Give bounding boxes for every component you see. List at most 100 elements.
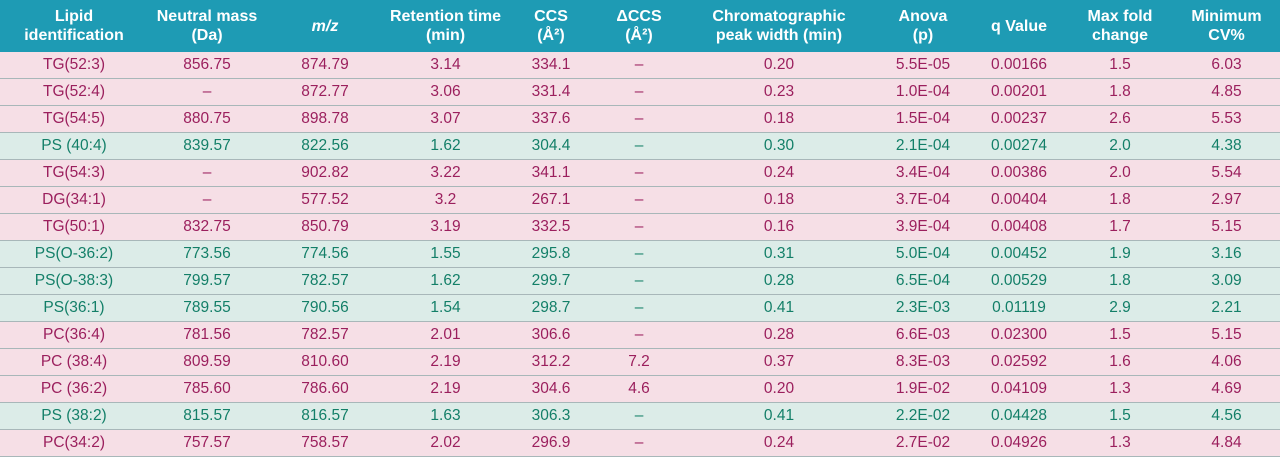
fold-change-cell: 2.0 xyxy=(1067,159,1173,187)
ccs-cell: 304.4 xyxy=(507,132,595,160)
retention-time-cell: 3.22 xyxy=(384,159,507,187)
lipid-cell: TG(52:3) xyxy=(0,52,148,79)
anova-cell: 2.2E-02 xyxy=(875,402,971,430)
q-value-cell: 0.00529 xyxy=(971,267,1067,295)
fold-change-cell: 1.6 xyxy=(1067,348,1173,376)
lipid-cell: PS (38:2) xyxy=(0,402,148,430)
header-max-fold-change: Max fold change xyxy=(1067,0,1173,52)
peak-width-cell: 0.24 xyxy=(683,159,875,187)
table-row: PC(34:2) 757.57 758.57 2.02 296.9–0.24 2.7E-0… xyxy=(0,429,1280,457)
ccs-cell: 298.7 xyxy=(507,294,595,322)
lipid-cell: PC (38:4) xyxy=(0,348,148,376)
table-row: PS(36:1) 789.55 790.56 1.54 298.7–0.41 2.3E-0… xyxy=(0,294,1280,322)
peak-width-cell: 0.30 xyxy=(683,132,875,160)
delta-ccs-cell: – xyxy=(595,159,683,187)
cv-cell: 2.21 xyxy=(1173,294,1280,322)
ccs-cell: 306.6 xyxy=(507,321,595,349)
header-lipid-identification: Lipid identification xyxy=(0,0,148,52)
ccs-cell: 304.6 xyxy=(507,375,595,403)
fold-change-cell: 1.3 xyxy=(1067,375,1173,403)
delta-ccs-cell: 7.2 xyxy=(595,348,683,376)
neutral-mass-cell: 880.75 xyxy=(148,105,266,133)
ccs-cell: 267.1 xyxy=(507,186,595,214)
neutral-mass-cell: 809.59 xyxy=(148,348,266,376)
header-mz: m/z xyxy=(266,0,384,52)
neutral-mass-cell: 781.56 xyxy=(148,321,266,349)
retention-time-cell: 2.02 xyxy=(384,429,507,457)
peak-width-cell: 0.28 xyxy=(683,267,875,295)
retention-time-cell: 3.2 xyxy=(384,186,507,214)
peak-width-cell: 0.37 xyxy=(683,348,875,376)
peak-width-cell: 0.20 xyxy=(683,52,875,79)
mz-cell: 874.79 xyxy=(266,52,384,79)
retention-time-cell: 1.54 xyxy=(384,294,507,322)
cv-cell: 4.84 xyxy=(1173,429,1280,457)
table-row: TG(52:3) 856.75 874.79 3.14 334.1–0.20 5.5E-0… xyxy=(0,52,1280,79)
neutral-mass-cell: 785.60 xyxy=(148,375,266,403)
retention-time-cell: 3.07 xyxy=(384,105,507,133)
retention-time-cell: 2.19 xyxy=(384,348,507,376)
lipid-cell: TG(52:4) xyxy=(0,78,148,106)
table-row: TG(54:3) –902.82 3.22 341.1–0.24 3.4E-04 0.00… xyxy=(0,159,1280,187)
retention-time-cell: 1.63 xyxy=(384,402,507,430)
neutral-mass-cell: 839.57 xyxy=(148,132,266,160)
lipid-cell: PS(O-36:2) xyxy=(0,240,148,268)
anova-cell: 2.7E-02 xyxy=(875,429,971,457)
retention-time-cell: 3.06 xyxy=(384,78,507,106)
delta-ccs-cell: – xyxy=(595,186,683,214)
q-value-cell: 0.00237 xyxy=(971,105,1067,133)
table-row: PS (40:4) 839.57 822.56 1.62 304.4–0.30 2.1E-… xyxy=(0,132,1280,160)
lipid-cell: TG(54:3) xyxy=(0,159,148,187)
mz-cell: 790.56 xyxy=(266,294,384,322)
anova-cell: 6.6E-03 xyxy=(875,321,971,349)
fold-change-cell: 2.6 xyxy=(1067,105,1173,133)
cv-cell: 4.38 xyxy=(1173,132,1280,160)
peak-width-cell: 0.18 xyxy=(683,105,875,133)
mz-cell: 816.57 xyxy=(266,402,384,430)
ccs-cell: 331.4 xyxy=(507,78,595,106)
q-value-cell: 0.04428 xyxy=(971,402,1067,430)
delta-ccs-cell: – xyxy=(595,132,683,160)
fold-change-cell: 1.5 xyxy=(1067,52,1173,79)
mz-cell: 810.60 xyxy=(266,348,384,376)
retention-time-cell: 2.19 xyxy=(384,375,507,403)
neutral-mass-cell: – xyxy=(148,159,266,187)
delta-ccs-cell: – xyxy=(595,240,683,268)
fold-change-cell: 1.8 xyxy=(1067,186,1173,214)
cv-cell: 4.85 xyxy=(1173,78,1280,106)
delta-ccs-cell: – xyxy=(595,429,683,457)
mz-cell: 898.78 xyxy=(266,105,384,133)
fold-change-cell: 2.0 xyxy=(1067,132,1173,160)
table-row: PS(O-36:2) 773.56 774.56 1.55 295.8–0.31 5.0E… xyxy=(0,240,1280,268)
peak-width-cell: 0.16 xyxy=(683,213,875,241)
retention-time-cell: 1.55 xyxy=(384,240,507,268)
delta-ccs-cell: – xyxy=(595,294,683,322)
header-minimum-cv: Minimum CV% xyxy=(1173,0,1280,52)
mz-cell: 758.57 xyxy=(266,429,384,457)
mz-cell: 850.79 xyxy=(266,213,384,241)
neutral-mass-cell: 773.56 xyxy=(148,240,266,268)
mz-cell: 782.57 xyxy=(266,321,384,349)
peak-width-cell: 0.20 xyxy=(683,375,875,403)
ccs-cell: 312.2 xyxy=(507,348,595,376)
lipid-cell: PS(36:1) xyxy=(0,294,148,322)
q-value-cell: 0.00408 xyxy=(971,213,1067,241)
header-delta-ccs: ΔCCS (Å²) xyxy=(595,0,683,52)
fold-change-cell: 1.7 xyxy=(1067,213,1173,241)
header-q-value: q Value xyxy=(971,0,1067,52)
anova-cell: 1.5E-04 xyxy=(875,105,971,133)
lipid-cell: PS (40:4) xyxy=(0,132,148,160)
cv-cell: 6.03 xyxy=(1173,52,1280,79)
ccs-cell: 295.8 xyxy=(507,240,595,268)
lipid-cell: PC(36:4) xyxy=(0,321,148,349)
delta-ccs-cell: – xyxy=(595,402,683,430)
header-neutral-mass: Neutral mass (Da) xyxy=(148,0,266,52)
peak-width-cell: 0.41 xyxy=(683,402,875,430)
q-value-cell: 0.00201 xyxy=(971,78,1067,106)
cv-cell: 4.56 xyxy=(1173,402,1280,430)
fold-change-cell: 2.9 xyxy=(1067,294,1173,322)
peak-width-cell: 0.18 xyxy=(683,186,875,214)
table-body: TG(52:3) 856.75 874.79 3.14 334.1–0.20 5.5E-0… xyxy=(0,52,1280,457)
table-row: DG(34:1) –577.52 3.2 267.1–0.18 3.7E-04 0.004… xyxy=(0,186,1280,214)
delta-ccs-cell: – xyxy=(595,321,683,349)
